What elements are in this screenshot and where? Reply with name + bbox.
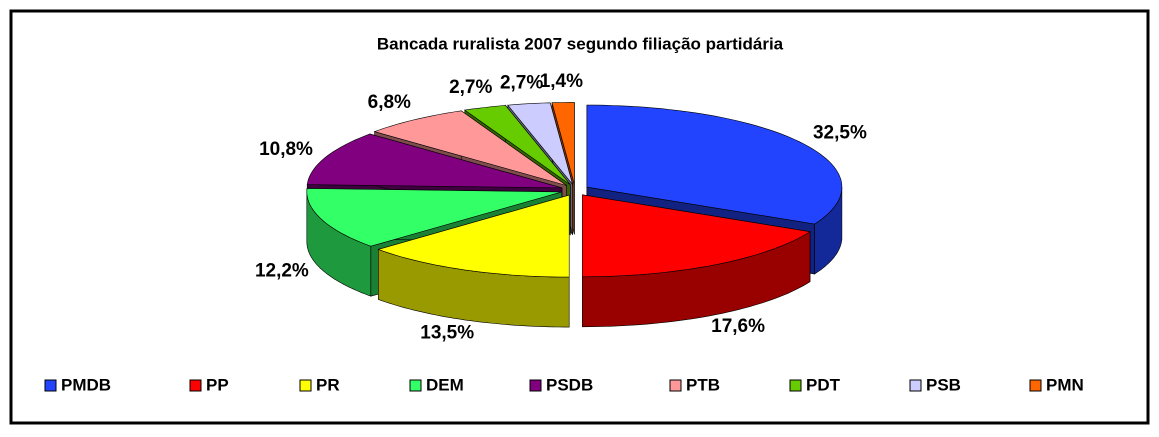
- pie-slice: [377, 194, 570, 328]
- slice-top: [464, 105, 571, 185]
- legend-label: PDT: [806, 375, 841, 394]
- pie-slice: [581, 194, 811, 328]
- legend-label: PTB: [686, 375, 720, 394]
- legend-label: PR: [316, 375, 340, 394]
- legend-swatch: [909, 379, 922, 392]
- data-label: 17,6%: [711, 316, 765, 337]
- legend-swatch: [1029, 379, 1042, 392]
- data-label: 32,5%: [813, 122, 867, 143]
- legend-label: DEM: [426, 375, 464, 394]
- legend-label: PSDB: [546, 375, 593, 394]
- legend-label: PMDB: [61, 375, 111, 394]
- legend-swatch: [299, 379, 312, 392]
- chart-title: Bancada ruralista 2007 segundo filiação …: [377, 34, 784, 53]
- legend-swatch: [529, 379, 542, 392]
- legend-swatch: [409, 379, 422, 392]
- legend-label: PP: [206, 375, 229, 394]
- data-label: 10,8%: [259, 139, 313, 160]
- slice-top: [507, 102, 573, 185]
- legend-swatch: [189, 379, 202, 392]
- data-label: 6,8%: [368, 92, 411, 113]
- data-label: 12,2%: [255, 260, 309, 281]
- slice-top: [306, 133, 563, 189]
- slice-top: [377, 194, 570, 278]
- slice-top: [581, 194, 811, 278]
- legend-swatch: [669, 379, 682, 392]
- legend-label: PMN: [1046, 375, 1084, 394]
- data-label: 13,5%: [420, 323, 474, 344]
- slice-top: [373, 110, 567, 186]
- data-label: 1,4%: [540, 71, 583, 92]
- slice-top: [551, 102, 575, 185]
- slice-top: [586, 104, 843, 225]
- chart-border: [9, 9, 1150, 425]
- legend-swatch: [44, 379, 57, 392]
- slice-top: [306, 188, 562, 247]
- data-label: 2,7%: [449, 77, 492, 98]
- legend-swatch: [789, 379, 802, 392]
- legend-label: PSB: [926, 375, 961, 394]
- data-label: 2,7%: [500, 72, 543, 93]
